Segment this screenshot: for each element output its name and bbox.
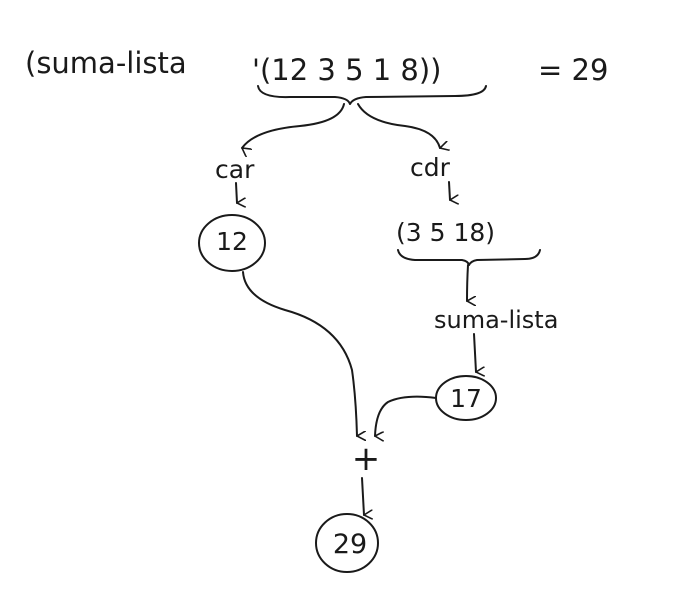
arrow-to-car [242,103,345,148]
final-result-value: 29 [333,529,367,560]
arrow-17-to-plus [375,395,437,436]
cdr-label: cdr [410,153,451,182]
cdr-result-list: (3 5 18) [396,218,495,247]
arrow-to-17 [473,333,476,372]
quoted-list: '(12 3 5 1 8)) [252,53,442,87]
arrow-plus-to-29 [361,477,364,515]
recursive-suma-lista-label: suma-lista [434,306,558,334]
rest-list-brace [397,249,541,266]
list-brace [257,85,487,105]
result-12-circle [198,214,266,272]
result-12-value: 12 [216,227,248,256]
arrow-to-cdr [357,103,440,148]
final-result-circle [315,513,379,573]
result-17-value: 17 [450,384,482,413]
arrow-12-to-plus [242,271,357,436]
arrow-cdr-to-list [448,181,450,200]
equals-result: = 29 [538,53,608,87]
plus-operator: + [352,439,381,479]
arrow-to-suma-lista [467,264,468,301]
suma-lista-call: (suma-lista [25,46,187,80]
arrow-car-to-12 [235,182,237,203]
car-label: car [215,155,255,184]
